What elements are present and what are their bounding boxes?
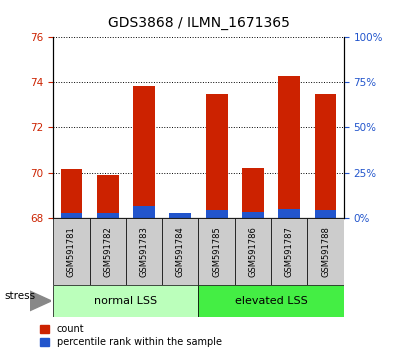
Bar	[97, 213, 118, 218]
Bar	[307, 218, 344, 285]
Bar	[199, 285, 344, 317]
Text: GSM591787: GSM591787	[285, 226, 294, 277]
Polygon shape	[30, 291, 51, 311]
Text: GSM591782: GSM591782	[103, 226, 112, 277]
Bar	[162, 218, 199, 285]
Bar	[53, 218, 90, 285]
Bar	[206, 93, 228, 218]
Text: GDS3868 / ILMN_1671365: GDS3868 / ILMN_1671365	[107, 16, 290, 30]
Bar	[60, 169, 83, 218]
Bar	[235, 218, 271, 285]
Bar	[133, 86, 155, 218]
Text: GSM591781: GSM591781	[67, 226, 76, 277]
Text: GSM591786: GSM591786	[248, 226, 258, 277]
Bar	[314, 211, 337, 218]
Bar	[60, 213, 83, 218]
Text: GSM591784: GSM591784	[176, 226, 185, 277]
Bar	[133, 206, 155, 218]
Bar	[53, 285, 199, 317]
Bar	[97, 175, 118, 218]
Text: GSM591788: GSM591788	[321, 226, 330, 277]
Bar	[90, 218, 126, 285]
Bar	[278, 75, 300, 218]
Bar	[242, 168, 264, 218]
Bar	[199, 218, 235, 285]
Text: normal LSS: normal LSS	[94, 296, 158, 306]
Bar	[206, 211, 228, 218]
Legend: count, percentile rank within the sample: count, percentile rank within the sample	[40, 325, 222, 347]
Bar	[169, 216, 191, 218]
Bar	[314, 93, 337, 218]
Bar	[271, 218, 307, 285]
Text: GSM591783: GSM591783	[139, 226, 149, 277]
Bar	[169, 213, 191, 218]
Bar	[242, 212, 264, 218]
Bar	[126, 218, 162, 285]
Text: elevated LSS: elevated LSS	[235, 296, 307, 306]
Text: stress: stress	[4, 291, 35, 301]
Bar	[278, 209, 300, 218]
Text: GSM591785: GSM591785	[212, 226, 221, 277]
